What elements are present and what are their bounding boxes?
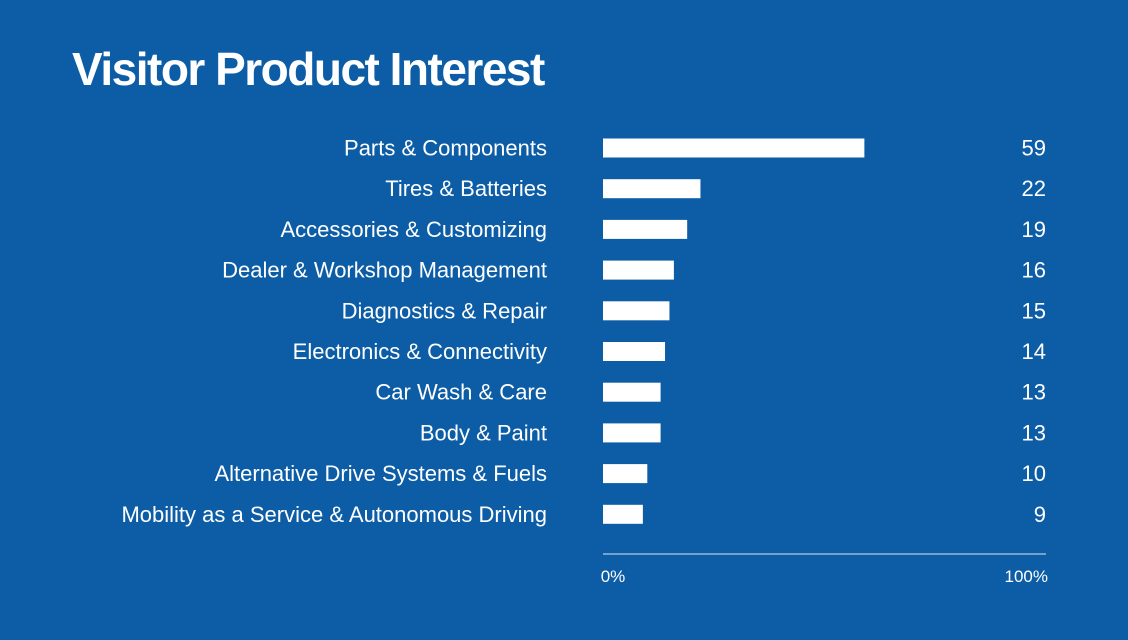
- x-tick-label-min: 0%: [601, 567, 626, 586]
- bar-row: Body & Paint 13: [420, 420, 1046, 445]
- bar: [603, 260, 674, 280]
- category-label: Diagnostics & Repair: [342, 298, 547, 323]
- value-label: 14: [1022, 339, 1046, 364]
- category-label: Dealer & Workshop Management: [222, 258, 547, 283]
- bar: [603, 423, 661, 443]
- bar: [603, 382, 661, 402]
- bar: [603, 342, 666, 361]
- category-label: Mobility as a Service & Autonomous Drivi…: [121, 502, 547, 527]
- category-label: Electronics & Connectivity: [293, 339, 547, 364]
- x-tick-label-max: 100%: [1005, 567, 1048, 586]
- bar-row: Car Wash & Care 13: [375, 380, 1046, 405]
- bar-row: Mobility as a Service & Autonomous Drivi…: [121, 502, 1046, 527]
- category-label: Body & Paint: [420, 420, 547, 445]
- value-label: 15: [1022, 298, 1046, 323]
- category-label: Alternative Drive Systems & Fuels: [214, 461, 547, 486]
- value-label: 13: [1022, 380, 1046, 405]
- value-label: 59: [1022, 136, 1046, 161]
- bar-row: Accessories & Customizing 19: [280, 217, 1046, 242]
- bar-row: Diagnostics & Repair 15: [342, 298, 1046, 323]
- value-label: 13: [1022, 420, 1046, 445]
- bar-row: Electronics & Connectivity 14: [293, 339, 1046, 364]
- bar: [603, 464, 648, 484]
- value-label: 16: [1022, 258, 1046, 283]
- value-label: 22: [1022, 176, 1046, 201]
- bar-row: Tires & Batteries 22: [385, 176, 1046, 201]
- value-label: 10: [1022, 461, 1046, 486]
- bar: [603, 138, 865, 158]
- category-label: Parts & Components: [344, 136, 547, 161]
- bar-row: Parts & Components 59: [344, 136, 1046, 161]
- value-label: 19: [1022, 217, 1046, 242]
- bar-row: Alternative Drive Systems & Fuels 10: [214, 461, 1046, 486]
- category-label: Car Wash & Care: [375, 380, 547, 405]
- bar: [603, 301, 670, 321]
- chart-title: Visitor Product Interest: [72, 43, 545, 95]
- category-label: Tires & Batteries: [385, 176, 547, 201]
- bar: [603, 219, 688, 239]
- value-label: 9: [1034, 502, 1046, 527]
- bar-row: Dealer & Workshop Management 16: [222, 258, 1046, 283]
- bar: [603, 179, 701, 199]
- category-label: Accessories & Customizing: [280, 217, 547, 242]
- bar: [603, 504, 643, 524]
- bar-rows: Parts & Components 59 Tires & Batteries 22 A…: [121, 136, 1046, 527]
